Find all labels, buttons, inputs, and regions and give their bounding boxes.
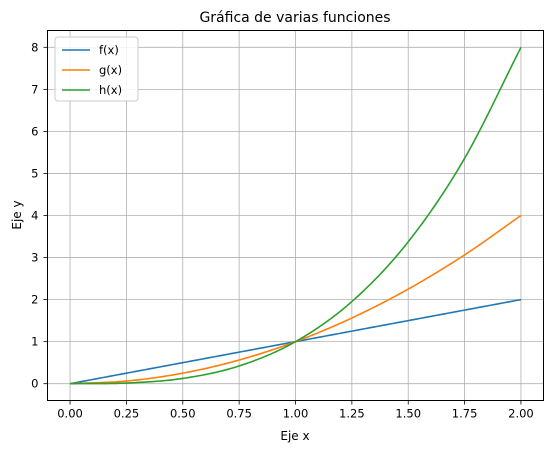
x-tick-label: 1.25 (339, 407, 365, 421)
x-tick-label: 0.75 (226, 407, 252, 421)
x-tick-label: 0.00 (57, 407, 83, 421)
x-axis: 0.00 0.25 0.50 0.75 1.00 1.25 1.50 1.75 2.00 (57, 400, 534, 421)
y-tick-label: 4 (31, 209, 38, 223)
legend-entry-3: h(x) (99, 83, 122, 97)
chart-title: Gráfica de varias funciones (199, 10, 390, 26)
legend-entry-2: g(x) (99, 63, 122, 77)
x-tick-label: 1.50 (395, 407, 421, 421)
y-tick-label: 1 (31, 335, 38, 349)
x-tick-label: 1.75 (452, 407, 478, 421)
y-tick-label: 3 (31, 251, 38, 265)
x-axis-label: Eje x (280, 429, 309, 443)
y-axis: 0 1 2 3 4 5 6 7 8 (31, 40, 48, 391)
legend-box (54, 36, 139, 102)
y-tick-label: 0 (31, 377, 38, 391)
series-layer (69, 46, 522, 385)
series-line-3 (70, 46, 522, 385)
legend: f(x) g(x) h(x) (54, 36, 139, 102)
y-tick-label: 8 (31, 40, 38, 54)
y-tick-label: 7 (31, 82, 38, 96)
x-tick-label: 2.00 (508, 407, 534, 421)
y-tick-label: 6 (31, 124, 38, 138)
y-tick-label: 5 (31, 166, 38, 180)
legend-entry-1: f(x) (99, 43, 119, 57)
y-axis-label: Eje y (10, 200, 24, 229)
y-tick-label: 2 (31, 293, 38, 307)
x-tick-label: 0.25 (114, 407, 140, 421)
x-tick-label: 0.50 (170, 407, 196, 421)
x-tick-label: 1.00 (283, 407, 309, 421)
